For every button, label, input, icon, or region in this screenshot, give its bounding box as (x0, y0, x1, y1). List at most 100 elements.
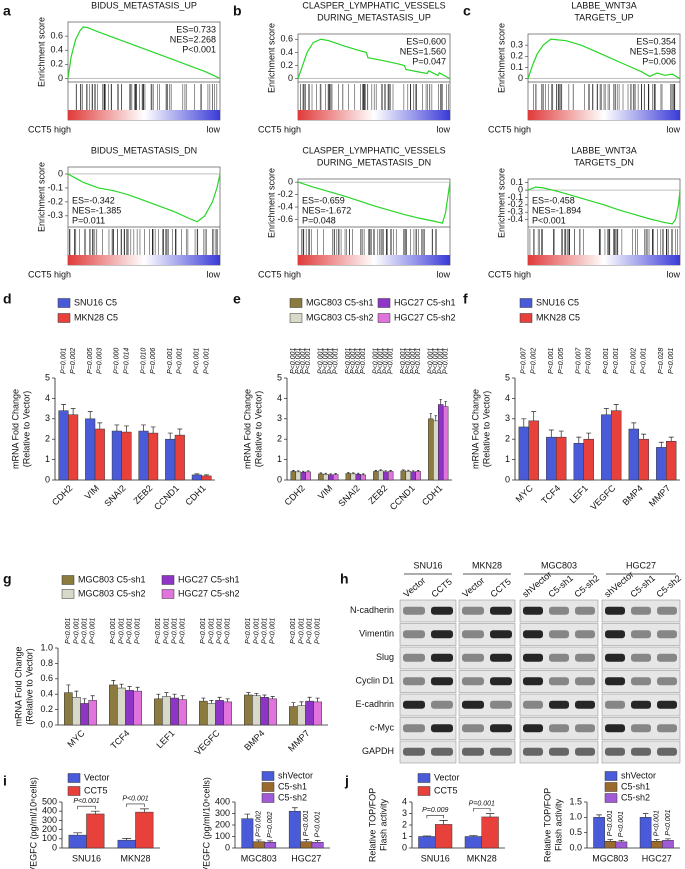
y-tick-label: 0 (288, 176, 293, 186)
x-label-high: CCT5 high (28, 124, 71, 134)
bar (252, 841, 265, 849)
error-bar (124, 425, 129, 433)
error-bar (255, 839, 262, 842)
error-bar (352, 472, 355, 474)
legend-swatch (604, 793, 618, 803)
lane-label: Vector (401, 575, 427, 599)
legend-swatch (417, 773, 431, 783)
y-axis-label: Enrichment score (266, 168, 276, 238)
p-value: P<0.001 (405, 348, 412, 374)
bar (656, 447, 667, 481)
bar (252, 695, 261, 726)
legend-swatch (377, 313, 391, 323)
x-tick-label: MKN28 (120, 853, 150, 863)
y-tick-label: 3 (402, 808, 407, 818)
gsea-title: LABBE_WNT3A (571, 0, 637, 10)
p-value: P<0.001 (290, 348, 297, 374)
bar (305, 471, 311, 481)
blot-band (431, 606, 453, 615)
error-bar (469, 835, 478, 837)
bar (442, 406, 449, 481)
legend-label: SNU16 C5 (536, 297, 579, 307)
legend-swatch (417, 786, 431, 796)
y-axis-label: VEGFC (pg/ml/10⁶cells) (201, 777, 211, 869)
p-value: P<0.001 (81, 618, 88, 644)
error-bar (172, 693, 177, 699)
bar (318, 473, 324, 481)
blot-band (657, 724, 677, 733)
bar (415, 471, 421, 481)
error-bar (164, 692, 169, 697)
p-value: P<0.001 (433, 348, 440, 374)
x-tick-label: MMP7 (647, 483, 672, 508)
legend-label: MGC803 C5-sh2 (78, 588, 146, 598)
y-tick-label: 100 (42, 833, 57, 843)
enrichment-curve (527, 186, 681, 225)
error-bar (299, 701, 304, 706)
bar (518, 426, 529, 481)
error-bar (141, 424, 146, 432)
error-bar (334, 473, 337, 475)
error-bar (324, 472, 328, 475)
p-value: P=0.028 (658, 348, 665, 374)
bar (199, 700, 208, 726)
blot-strip (519, 646, 599, 670)
bar (350, 473, 356, 481)
gsea-stat: NES=-1.672 (302, 205, 351, 215)
bar (268, 698, 277, 726)
error-bar (74, 690, 79, 698)
blot-band (631, 653, 651, 662)
legend-label: HGC27 C5-sh2 (178, 588, 240, 598)
bar (289, 706, 298, 726)
y-tick-label: 0 (505, 474, 510, 484)
error-bar (306, 470, 310, 472)
y-axis-label: mRNA Fold Change (10, 389, 20, 469)
p-value: P<0.001 (73, 798, 99, 805)
y-tick-label: 0.4 (280, 47, 293, 57)
panel-label: c (463, 3, 471, 19)
bar (639, 817, 652, 849)
bar (556, 436, 567, 481)
gsea-stat: NES=2.268 (170, 34, 216, 44)
p-value: P=0.010 (140, 348, 147, 374)
blot-band (631, 606, 651, 615)
blot-row-label: c-Myc (370, 723, 394, 733)
blot-band (462, 724, 484, 733)
error-bar (254, 693, 259, 696)
p-value: P<0.001 (654, 810, 661, 836)
blot-band (431, 747, 453, 756)
bar (433, 420, 439, 481)
error-bar (613, 404, 619, 411)
p-value: P=0.002 (256, 811, 263, 837)
blot-band (631, 677, 651, 686)
blot-band (431, 653, 453, 662)
x-label-low: low (436, 124, 450, 134)
y-tick-label: 300 (42, 815, 57, 825)
legend-label: C5-sh1 (621, 781, 650, 791)
error-bar (291, 702, 296, 707)
error-bar (665, 838, 671, 841)
panel-label: e (233, 291, 241, 307)
p-value: P<0.001 (194, 348, 201, 374)
error-bar (658, 441, 664, 448)
legend-swatch (161, 575, 175, 585)
bar (241, 818, 254, 849)
x-label-low: low (666, 124, 680, 134)
p-value: P=0.003 (97, 348, 104, 374)
p-value: P<0.001 (388, 348, 395, 374)
error-bar (411, 470, 415, 472)
y-tick-label: -0.1 (47, 182, 63, 192)
y-axis-label: mRNA Fold Change (470, 389, 480, 469)
p-value: P<0.001 (641, 348, 648, 374)
y-tick-label: 0 (58, 168, 63, 178)
bar (593, 817, 605, 849)
y-axis-label: Enrichment score (496, 168, 506, 238)
blot-band (490, 700, 512, 709)
legend-swatch (67, 786, 81, 796)
x-tick-label: MYC (514, 483, 536, 505)
blot-strip (458, 599, 516, 623)
p-value: P<0.001 (89, 618, 96, 644)
x-tick-label: MKN28 (467, 853, 497, 863)
error-bar (374, 470, 378, 472)
error-bar (434, 415, 438, 421)
